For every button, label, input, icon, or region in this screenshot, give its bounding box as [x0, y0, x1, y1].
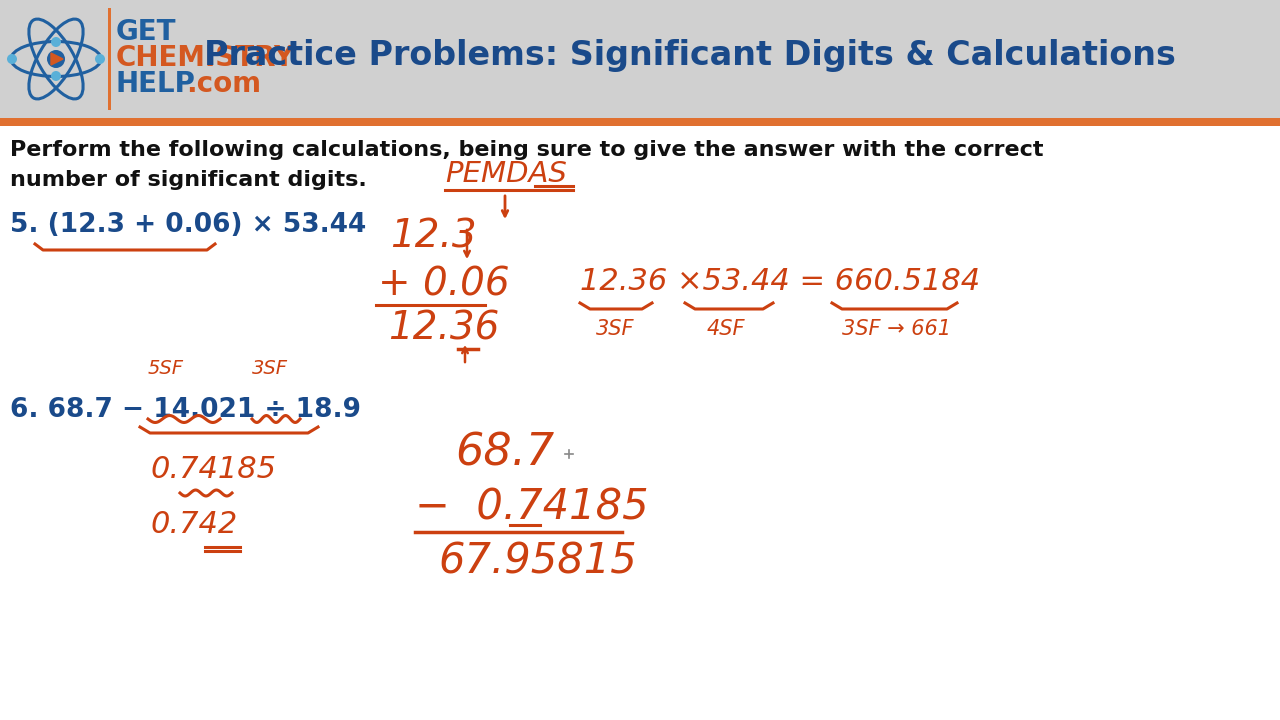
Text: 5SF: 5SF [148, 359, 184, 378]
Text: 12.3: 12.3 [390, 217, 476, 255]
Text: 67.95815: 67.95815 [438, 540, 636, 582]
Text: HELP: HELP [116, 70, 196, 98]
Circle shape [95, 54, 105, 64]
Text: 3SF: 3SF [252, 359, 288, 378]
Text: 68.7: 68.7 [454, 432, 554, 475]
Circle shape [6, 54, 17, 64]
Text: CHEMISTRY: CHEMISTRY [116, 44, 296, 72]
Text: 3SF: 3SF [596, 319, 635, 339]
Text: 12.36: 12.36 [388, 309, 499, 347]
FancyBboxPatch shape [0, 118, 1280, 126]
Text: 0.742: 0.742 [150, 510, 237, 539]
Text: .com: .com [186, 70, 261, 98]
Text: Perform the following calculations, being sure to give the answer with the corre: Perform the following calculations, bein… [10, 140, 1043, 160]
Text: 5. (12.3 + 0.06) × 53.44: 5. (12.3 + 0.06) × 53.44 [10, 212, 366, 238]
Text: PEMDAS: PEMDAS [445, 160, 567, 188]
Polygon shape [51, 53, 63, 65]
Text: 12.36 ×53.44 = 660.5184: 12.36 ×53.44 = 660.5184 [580, 267, 980, 296]
Text: 4SF: 4SF [707, 319, 745, 339]
Text: GET: GET [116, 18, 177, 46]
FancyBboxPatch shape [108, 8, 111, 110]
Text: 3SF → 661: 3SF → 661 [842, 319, 951, 339]
Circle shape [47, 50, 65, 68]
FancyBboxPatch shape [0, 0, 1280, 118]
Text: Practice Problems: Significant Digits & Calculations: Practice Problems: Significant Digits & … [204, 38, 1176, 71]
Circle shape [51, 71, 61, 81]
Text: 0.74185: 0.74185 [150, 455, 276, 484]
Text: + 0.06: + 0.06 [378, 265, 509, 303]
Circle shape [51, 37, 61, 47]
Text: −  0.74185: − 0.74185 [415, 487, 649, 529]
Text: 6. 68.7 − 14.021 ÷ 18.9: 6. 68.7 − 14.021 ÷ 18.9 [10, 397, 361, 423]
Text: number of significant digits.: number of significant digits. [10, 170, 367, 190]
